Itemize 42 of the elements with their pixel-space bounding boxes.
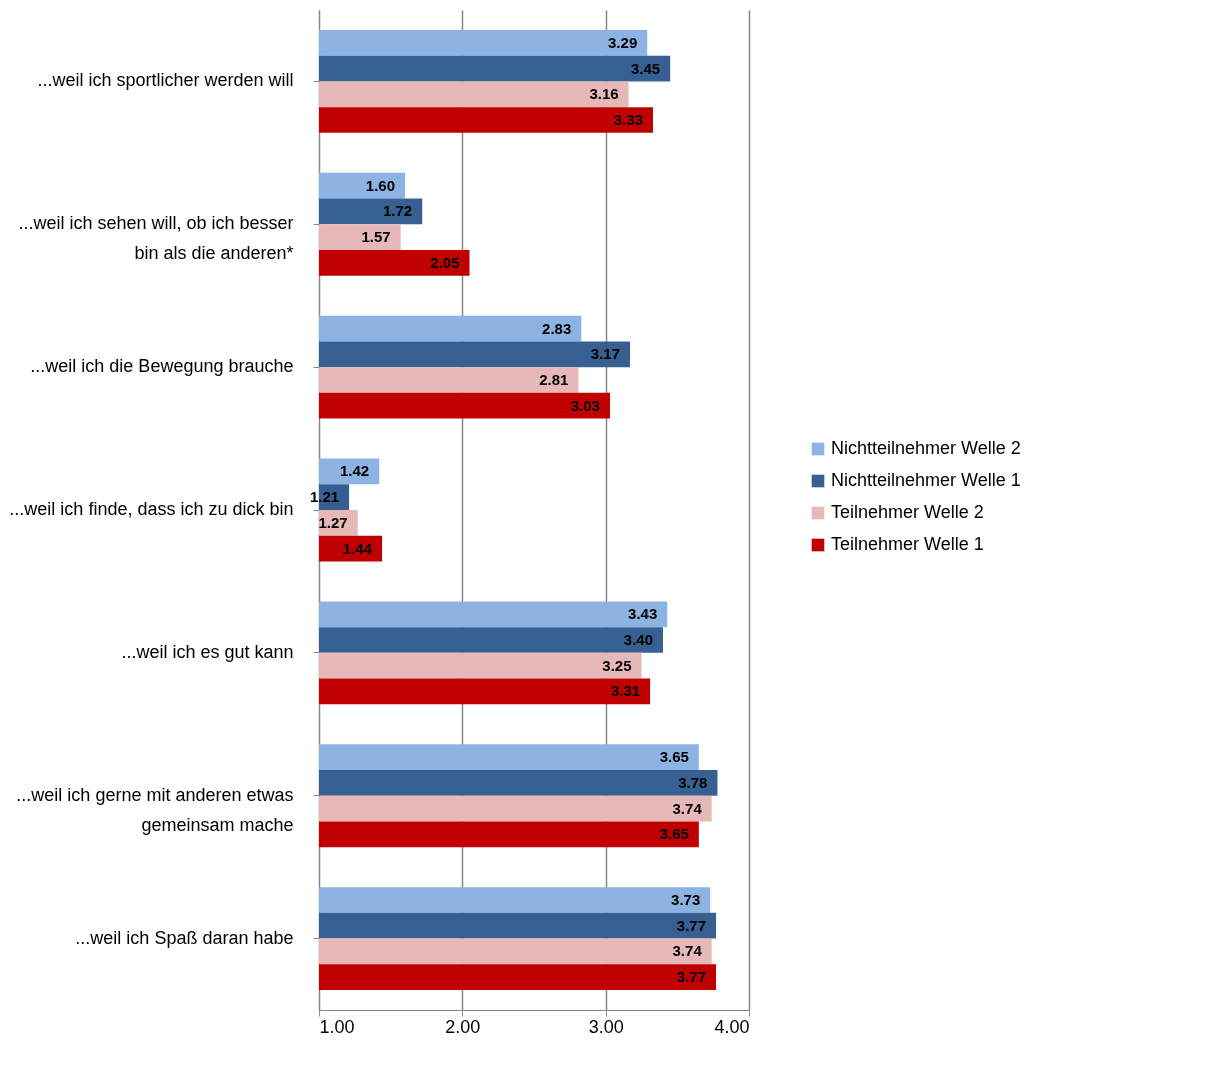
data-label: 3.16: [589, 85, 619, 103]
data-label: 3.45: [630, 59, 661, 77]
data-label: 3.25: [602, 656, 632, 674]
data-label: 3.03: [570, 396, 600, 414]
data-label: 1.42: [340, 462, 370, 480]
data-label: 1.60: [365, 176, 395, 194]
x-tick-label: 1.00: [319, 1016, 355, 1037]
x-tick-label: 2.00: [445, 1016, 481, 1037]
data-label: 3.74: [672, 942, 703, 960]
data-label: 3.29: [608, 33, 638, 51]
data-label: 3.43: [628, 605, 658, 623]
data-label: 3.17: [590, 345, 621, 363]
data-label: 3.65: [659, 825, 689, 843]
data-label: 1.72: [383, 202, 413, 220]
legend-label: Nichtteilnehmer Welle 2: [831, 438, 1021, 458]
y-tick-label: ...weil ich sehen will, ob ich besser bin als die anderen*: [18, 213, 294, 264]
x-tick-label: 3.00: [588, 1016, 624, 1037]
legend-label: Nichtteilnehmer Welle 1: [831, 470, 1021, 490]
data-label: 3.77: [676, 916, 707, 934]
legend-label: Teilnehmer Welle 2: [831, 502, 984, 522]
y-tick-label: ...weil ich die Bewegung brauche: [30, 356, 294, 377]
data-label: 3.65: [659, 748, 689, 766]
y-tick-label: ...weil ich Spaß daran habe: [75, 927, 294, 948]
data-label: 2.83: [542, 319, 572, 337]
data-label: 3.73: [671, 891, 701, 908]
data-label: 3.33: [613, 111, 643, 128]
y-tick-label: ...weil ich finde, dass ich zu dick bin: [9, 499, 294, 519]
data-label: 1.57: [361, 228, 391, 246]
data-label: 1.27: [318, 513, 348, 531]
data-label: 1.44: [342, 539, 373, 557]
y-tick-label: ...weil ich sportlicher werden will: [37, 70, 294, 91]
data-label: 2.81: [539, 371, 569, 388]
data-label: 3.40: [623, 631, 653, 648]
data-label: 3.78: [678, 773, 708, 791]
x-tick-label: 4.00: [714, 1016, 750, 1037]
y-tick-label: ...weil ich gerne mit anderen etwas gemeinsam mache: [16, 784, 294, 835]
legend-label: Teilnehmer Welle 1: [831, 534, 984, 554]
data-label: 3.77: [676, 968, 707, 986]
data-label: 3.31: [610, 682, 641, 700]
data-label: 3.74: [672, 799, 703, 817]
data-label: 2.05: [430, 253, 460, 271]
y-tick-label: ...weil ich es gut kann: [121, 641, 294, 662]
